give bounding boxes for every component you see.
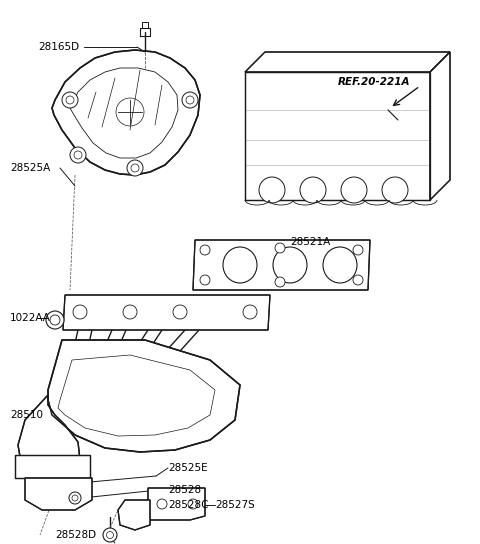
Polygon shape (52, 50, 200, 175)
Circle shape (243, 305, 257, 319)
Circle shape (275, 277, 285, 287)
Text: 28528: 28528 (168, 485, 201, 495)
Polygon shape (18, 395, 80, 482)
Circle shape (157, 499, 167, 509)
Polygon shape (15, 455, 90, 478)
Polygon shape (430, 52, 450, 200)
Polygon shape (245, 52, 450, 72)
Circle shape (353, 245, 363, 255)
Polygon shape (148, 488, 205, 520)
Circle shape (200, 245, 210, 255)
Circle shape (353, 275, 363, 285)
Text: 28528D: 28528D (55, 530, 96, 540)
Circle shape (275, 243, 285, 253)
Text: 1022AA: 1022AA (10, 313, 51, 323)
Ellipse shape (223, 247, 257, 283)
Circle shape (127, 160, 143, 176)
Circle shape (123, 305, 137, 319)
Circle shape (46, 311, 64, 329)
Polygon shape (63, 295, 270, 330)
Circle shape (300, 177, 326, 203)
Ellipse shape (273, 247, 307, 283)
Circle shape (62, 92, 78, 108)
Circle shape (173, 305, 187, 319)
Circle shape (73, 305, 87, 319)
Polygon shape (48, 340, 240, 452)
Text: 28165D: 28165D (38, 42, 79, 52)
Text: REF.20-221A: REF.20-221A (338, 77, 410, 87)
Text: 28521A: 28521A (290, 237, 330, 247)
Ellipse shape (323, 247, 357, 283)
Circle shape (69, 492, 81, 504)
Circle shape (103, 528, 117, 542)
Circle shape (382, 177, 408, 203)
Polygon shape (193, 240, 370, 290)
Text: 28527S: 28527S (215, 500, 255, 510)
Circle shape (341, 177, 367, 203)
Circle shape (200, 275, 210, 285)
Text: 28528C: 28528C (168, 500, 208, 510)
Polygon shape (245, 72, 430, 200)
Text: 28525E: 28525E (168, 463, 208, 473)
Circle shape (70, 147, 86, 163)
Circle shape (188, 499, 198, 509)
Text: 28525A: 28525A (10, 163, 50, 173)
Circle shape (259, 177, 285, 203)
Polygon shape (118, 500, 150, 530)
Polygon shape (25, 478, 92, 510)
Text: 28510: 28510 (10, 410, 43, 420)
Circle shape (182, 92, 198, 108)
